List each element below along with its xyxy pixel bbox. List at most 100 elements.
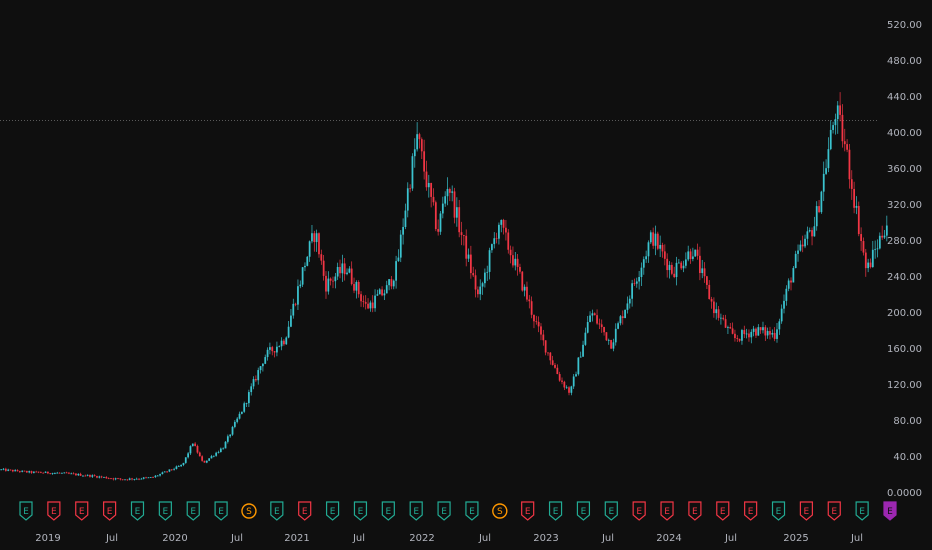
- candle[interactable]: [70, 472, 73, 475]
- candle[interactable]: [306, 256, 309, 267]
- candle[interactable]: [65, 471, 68, 474]
- candle[interactable]: [787, 278, 790, 292]
- candle[interactable]: [528, 295, 531, 309]
- candle[interactable]: [799, 240, 802, 252]
- candle[interactable]: [612, 338, 615, 352]
- candle[interactable]: [360, 291, 362, 307]
- earnings-marker[interactable]: E: [883, 501, 897, 521]
- candle[interactable]: [853, 181, 856, 214]
- candle[interactable]: [154, 474, 157, 478]
- candle[interactable]: [418, 132, 421, 149]
- candle[interactable]: [773, 327, 776, 342]
- candle[interactable]: [589, 311, 591, 323]
- candle[interactable]: [542, 329, 545, 346]
- candle[interactable]: [526, 281, 528, 302]
- candle[interactable]: [691, 247, 694, 262]
- candle[interactable]: [128, 477, 131, 481]
- candle[interactable]: [762, 321, 764, 334]
- candle[interactable]: [161, 471, 164, 475]
- candle[interactable]: [659, 235, 662, 257]
- candle[interactable]: [871, 240, 874, 268]
- candle[interactable]: [652, 227, 655, 249]
- candle[interactable]: [462, 234, 465, 246]
- candle[interactable]: [696, 243, 699, 260]
- candle[interactable]: [54, 472, 56, 475]
- candle[interactable]: [285, 336, 288, 345]
- candle[interactable]: [743, 325, 746, 339]
- candle[interactable]: [308, 240, 311, 262]
- candle[interactable]: [561, 377, 563, 385]
- earnings-marker[interactable]: E: [604, 501, 618, 521]
- candle[interactable]: [549, 352, 552, 365]
- candle[interactable]: [635, 277, 638, 288]
- candle[interactable]: [110, 478, 112, 480]
- candle[interactable]: [117, 477, 119, 480]
- candle[interactable]: [614, 323, 617, 346]
- candle[interactable]: [322, 255, 325, 281]
- candle[interactable]: [708, 280, 711, 300]
- candle[interactable]: [640, 262, 643, 287]
- candle[interactable]: [491, 243, 493, 253]
- price-axis[interactable]: 520.00 480.00 440.00 400.00 360.00 320.00 280.…: [887, 20, 922, 499]
- candle[interactable]: [801, 235, 804, 253]
- candle[interactable]: [427, 174, 430, 198]
- candle[interactable]: [469, 245, 472, 279]
- candle[interactable]: [339, 259, 341, 279]
- candle[interactable]: [645, 250, 648, 263]
- candle[interactable]: [582, 340, 584, 357]
- candle[interactable]: [420, 137, 423, 159]
- candle[interactable]: [783, 294, 785, 314]
- candle[interactable]: [519, 263, 521, 274]
- candle[interactable]: [369, 300, 372, 312]
- candle[interactable]: [341, 254, 344, 282]
- candle[interactable]: [105, 476, 108, 479]
- candle[interactable]: [170, 469, 173, 471]
- candle[interactable]: [388, 278, 390, 291]
- candle[interactable]: [203, 460, 206, 463]
- candle[interactable]: [247, 389, 250, 408]
- candle[interactable]: [311, 225, 313, 244]
- earnings-marker[interactable]: E: [437, 501, 451, 521]
- candle[interactable]: [484, 268, 486, 288]
- candle[interactable]: [304, 262, 306, 272]
- candle[interactable]: [93, 474, 96, 477]
- candle[interactable]: [355, 280, 358, 299]
- candle[interactable]: [238, 411, 241, 420]
- candle[interactable]: [663, 244, 666, 266]
- candle[interactable]: [243, 401, 246, 413]
- candle[interactable]: [51, 472, 54, 475]
- candle[interactable]: [96, 475, 98, 479]
- candle[interactable]: [254, 375, 257, 382]
- candle[interactable]: [832, 121, 834, 134]
- candle[interactable]: [376, 289, 379, 296]
- candle[interactable]: [413, 138, 416, 168]
- candle[interactable]: [290, 308, 292, 328]
- earnings-marker[interactable]: E: [298, 501, 312, 521]
- earnings-marker[interactable]: E: [270, 501, 284, 521]
- candle[interactable]: [406, 182, 409, 218]
- candle[interactable]: [320, 249, 323, 265]
- candle[interactable]: [434, 200, 437, 232]
- candle[interactable]: [82, 475, 84, 477]
- earnings-marker[interactable]: E: [130, 501, 145, 521]
- candle[interactable]: [61, 472, 63, 474]
- candle[interactable]: [364, 295, 367, 310]
- candle[interactable]: [579, 351, 582, 358]
- candle[interactable]: [133, 478, 136, 481]
- candle[interactable]: [495, 232, 498, 244]
- candle[interactable]: [815, 201, 818, 231]
- candle[interactable]: [416, 122, 419, 152]
- candle[interactable]: [785, 285, 788, 306]
- candle[interactable]: [537, 316, 540, 333]
- earnings-marker[interactable]: E: [827, 501, 841, 521]
- candle[interactable]: [112, 477, 115, 481]
- candle[interactable]: [30, 470, 33, 474]
- earnings-marker[interactable]: E: [660, 501, 674, 521]
- candle[interactable]: [299, 280, 302, 289]
- candle[interactable]: [607, 338, 610, 345]
- candle[interactable]: [766, 327, 769, 339]
- candle[interactable]: [563, 380, 566, 391]
- candle[interactable]: [647, 240, 650, 263]
- candle[interactable]: [642, 256, 645, 275]
- candle[interactable]: [540, 323, 542, 341]
